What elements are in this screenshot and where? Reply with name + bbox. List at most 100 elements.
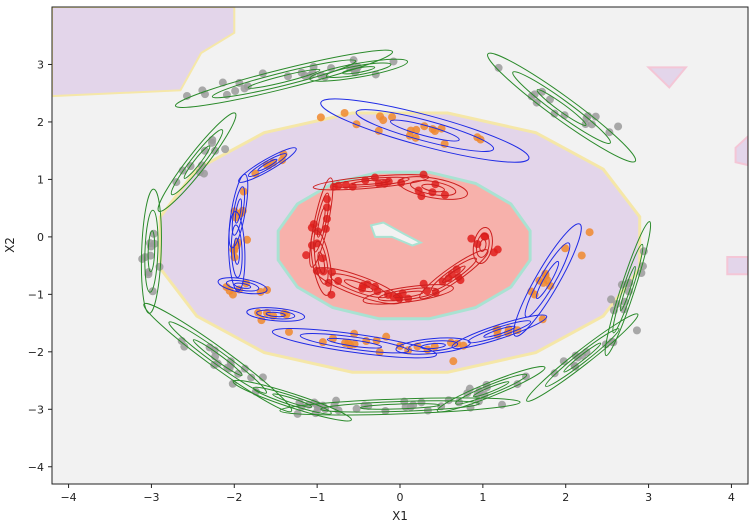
x-tick-label: 4 [728, 491, 735, 504]
gmm-ellipse [157, 112, 237, 212]
gmm-ellipse [329, 273, 388, 299]
data-point [228, 379, 237, 388]
gmm-ellipse [421, 183, 445, 193]
gmm-ellipse [230, 224, 243, 278]
data-point [374, 126, 383, 135]
y-tick-label: −2 [28, 346, 44, 359]
gmm-ellipse [144, 209, 159, 293]
gmm-ellipse [408, 340, 459, 352]
data-point [231, 86, 240, 95]
gmm-ellipse [524, 242, 571, 318]
gmm-ellipse [299, 333, 410, 354]
data-point [213, 359, 222, 368]
gmm-ellipse [265, 311, 286, 318]
gmm-ellipse [451, 314, 548, 349]
data-point [530, 90, 539, 99]
gmm-ellipse [545, 328, 620, 387]
gmm-ellipse [612, 243, 644, 334]
y-tick-label: 0 [37, 231, 44, 244]
gmm-ellipse [317, 251, 326, 275]
data-point [221, 145, 230, 154]
data-point [587, 120, 596, 129]
x-tick-label: 0 [397, 491, 404, 504]
data-point [226, 357, 235, 366]
data-point [211, 146, 220, 155]
data-point [148, 287, 157, 296]
gmm-ellipse [455, 373, 528, 405]
gmm-ellipse [355, 109, 495, 152]
data-point [243, 235, 252, 244]
y-tick-label: 2 [37, 116, 44, 129]
data-point [412, 125, 421, 134]
gmm-ellipse [409, 180, 457, 197]
data-point [494, 63, 503, 72]
x-axis-label: X1 [392, 509, 408, 523]
gmm-ellipse [619, 265, 636, 312]
gmm-ellipse [483, 325, 516, 338]
data-point [316, 113, 325, 122]
data-point [388, 113, 397, 122]
gmm-ellipse [436, 366, 546, 413]
data-point [334, 276, 343, 285]
gmm-ellipse [228, 173, 249, 249]
data-point [417, 398, 426, 407]
x-tick-label: −4 [60, 491, 76, 504]
gmm-ellipse [512, 71, 611, 144]
data-point [381, 406, 390, 415]
data-point [546, 281, 555, 290]
gmm-ellipse [233, 282, 252, 289]
data-point [480, 390, 489, 399]
series-ellipses-ellipse_blue [217, 98, 582, 359]
data-point [539, 278, 548, 287]
gmm-ellipse [316, 207, 326, 238]
gmm-ellipse [472, 381, 510, 398]
gmm-ellipse [192, 339, 243, 376]
gmm-ellipse [315, 267, 403, 305]
gmm-ellipse [467, 320, 532, 344]
gmm-ellipse [526, 313, 639, 402]
gmm-ellipse [359, 403, 441, 410]
gmm-ellipse [476, 233, 490, 258]
gmm-ellipse [234, 198, 243, 224]
gmm-ellipse [309, 177, 334, 268]
x-axis: −4 −3 −2 −1 0 1 2 3 4 [60, 484, 735, 504]
gmm-ellipse [257, 158, 278, 172]
gmm-ellipse [314, 240, 329, 285]
gmm-ellipse [231, 186, 246, 236]
gmm-ellipse [389, 119, 460, 142]
gmm-ellipse [228, 210, 246, 292]
gmm-ellipse [271, 328, 437, 359]
gmm-ellipse [487, 52, 637, 163]
gmm-ellipse [170, 129, 224, 196]
gmm-ellipse [377, 287, 439, 302]
data-point [340, 108, 349, 117]
data-point [538, 315, 547, 324]
plot-area [52, 7, 748, 484]
data-point [182, 91, 191, 100]
gmm-ellipse [420, 342, 446, 350]
y-axis: −4 −3 −2 −1 0 1 2 3 [28, 58, 52, 474]
gmm-ellipse [398, 176, 468, 200]
gmm-ellipse [320, 400, 480, 413]
gmm-ellipse [536, 89, 587, 127]
data-point [476, 135, 485, 144]
data-point [456, 276, 465, 285]
data-point [605, 128, 614, 137]
decision-region-right-notch [726, 255, 748, 276]
gmm-ellipse [233, 237, 240, 265]
gmm-ellipse [320, 98, 530, 163]
gmm-ellipse [247, 153, 287, 177]
gmm-ellipse [174, 49, 394, 109]
data-point [302, 251, 311, 260]
decision-region-top-left [52, 7, 236, 98]
gmm-ellipse [309, 58, 409, 82]
data-point [614, 122, 623, 131]
data-point [632, 326, 641, 335]
y-tick-label: 3 [37, 58, 44, 71]
x-tick-label: 1 [479, 491, 486, 504]
plot-content [52, 7, 748, 484]
decision-region-inner-hole [369, 221, 424, 247]
data-point [258, 69, 267, 78]
y-tick-label: −4 [28, 461, 44, 474]
